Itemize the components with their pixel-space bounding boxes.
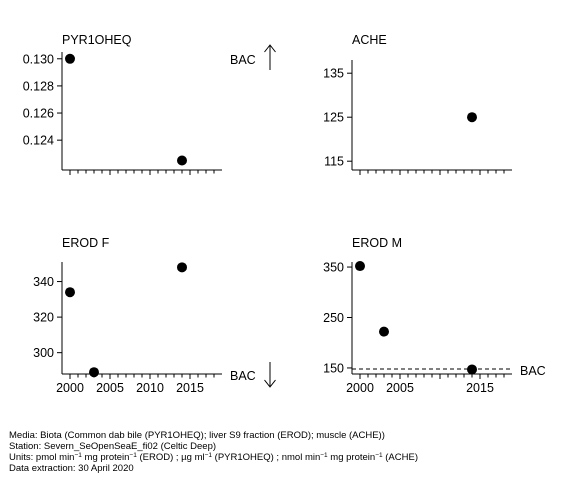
units-sup: −1: [375, 452, 383, 459]
y-tick-label: 350: [323, 261, 344, 275]
units-sup: −1: [129, 452, 137, 459]
panel-ache: ACHE 135 125 115: [323, 33, 512, 175]
units-sup: −1: [204, 452, 213, 459]
units-sup: −1: [320, 452, 328, 459]
panel-pyr1oheq: PYR1OHEQ 0.130 0.128 0.126 0.124 BAC: [23, 33, 276, 175]
footer-station: Station: Severn_SeOpenSeaE_fi02 (Celtic …: [9, 441, 217, 452]
y-tick-label: 150: [323, 361, 344, 375]
panel-erod-f: EROD F 340 320 300 2000 2005 2010 2015 BAC: [33, 236, 276, 395]
data-point: [177, 262, 187, 273]
y-tick-label: 0.124: [23, 134, 54, 148]
bac-label: BAC: [230, 53, 256, 67]
data-point: [355, 261, 365, 272]
y-tick-label: 0.128: [23, 79, 54, 93]
bac-label: BAC: [520, 364, 546, 378]
x-tick-label: 2000: [56, 381, 84, 395]
units-text: (EROD) ; µg ml: [136, 452, 205, 463]
x-tick-label: 2015: [176, 381, 204, 395]
bac-label: BAC: [230, 369, 256, 383]
panel-title: EROD F: [62, 236, 110, 250]
panel-title: PYR1OHEQ: [62, 33, 132, 47]
panel-title: ACHE: [352, 33, 387, 47]
footer-extraction: Data extraction: 30 April 2020: [9, 463, 134, 474]
data-point: [65, 287, 75, 298]
bac-down-arrow-icon: [264, 362, 276, 388]
y-tick-label: 125: [323, 111, 344, 125]
x-tick-label: 2005: [386, 381, 414, 395]
data-point: [177, 155, 187, 166]
units-sup: −1: [74, 452, 82, 459]
y-tick-label: 250: [323, 311, 344, 325]
data-point: [379, 326, 389, 337]
panel-title: EROD M: [352, 236, 402, 250]
x-tick-label: 2015: [466, 381, 494, 395]
y-tick-label: 300: [33, 346, 54, 360]
y-tick-label: 135: [323, 67, 344, 81]
bac-up-arrow-icon: [264, 44, 276, 70]
units-text: Units: pmol min: [9, 452, 75, 463]
y-tick-label: 0.126: [23, 107, 54, 121]
footer-media: Media: Biota (Common dab bile (PYR1OHEQ)…: [9, 430, 385, 441]
y-tick-label: 320: [33, 311, 54, 325]
y-tick-label: 340: [33, 275, 54, 289]
units-text: (ACHE): [382, 452, 418, 463]
x-tick-label: 2005: [96, 381, 124, 395]
units-text: mg protein: [327, 452, 376, 463]
y-tick-label: 0.130: [23, 52, 54, 66]
units-text: mg protein: [81, 452, 130, 463]
data-point: [89, 367, 99, 378]
footer-units: Units: pmol min−1 mg protein−1 (EROD) ; …: [9, 452, 418, 463]
data-point: [467, 112, 477, 123]
x-tick-label: 2000: [346, 381, 374, 395]
x-tick-label: 2010: [136, 381, 164, 395]
y-tick-label: 115: [324, 155, 344, 169]
data-point: [65, 53, 75, 64]
units-text: (PYR1OHEQ) ; nmol min: [212, 452, 321, 463]
data-point: [467, 364, 477, 375]
